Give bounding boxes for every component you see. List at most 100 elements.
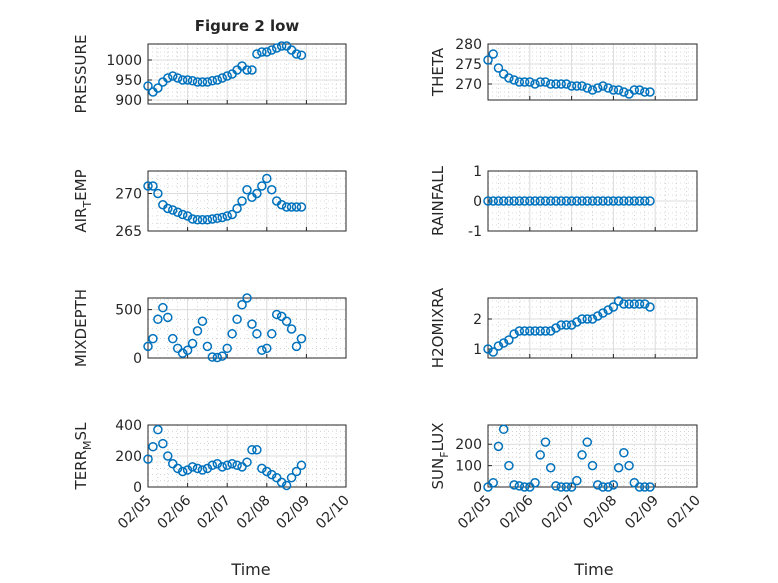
subplot-third-right: 1 2 H2OMIXRA [429,287,698,368]
data-point [197,465,208,475]
data-point [296,50,307,60]
data-point [598,81,608,91]
data-point [572,196,582,206]
data-point [252,188,262,199]
data-point [498,424,509,435]
data-point [509,196,519,206]
y-axis-label-subscript: F [438,451,451,457]
data-point [504,335,514,345]
data-point [624,196,634,206]
data-point [619,196,629,206]
data-point [281,316,292,326]
data-point [556,320,566,330]
data-point [603,482,613,492]
axes-box [487,424,698,488]
data-point [535,77,545,87]
data-point [572,81,582,91]
data-point [158,438,168,449]
data-point [207,460,218,471]
data-point [182,345,193,356]
data-point [493,196,504,206]
data-point [556,482,566,492]
subplot-top-right: 270 275 280 THETA [429,37,698,101]
data-point [514,77,525,87]
data-point [172,343,183,354]
data-point [561,320,572,330]
data-point [582,437,593,447]
data-point [608,196,619,206]
data-point [291,466,302,477]
data-point [629,299,640,309]
data-point [592,83,603,93]
data-point [624,299,634,309]
data-point [577,196,587,206]
data-point [556,196,566,206]
data-point [168,333,178,344]
data-point [177,75,188,85]
data-point [148,333,158,344]
x-tick-label: 02/09 [273,493,313,533]
axes-frame [147,43,347,105]
data-point [561,196,572,206]
axes-frame [147,170,347,232]
data-point [232,460,242,471]
data-point [619,448,629,458]
data-point [222,71,232,81]
data-point [587,314,598,324]
data-point [177,209,188,220]
data-point [561,79,572,89]
x-tick-label: 02/07 [539,493,579,533]
data-point [227,329,237,339]
x-tick-label: 02/06 [155,492,195,532]
data-point [262,47,272,57]
data-point [519,77,530,87]
data-point [182,75,193,85]
y-tick-label: 0 [133,480,142,496]
data-point [187,338,198,349]
y-axis-label: THETA [429,47,447,97]
data-point [187,462,198,472]
data-point [545,196,556,206]
data-point [143,181,153,191]
data-point [592,311,603,321]
data-point [488,49,498,59]
data-point [483,196,493,206]
y-tick-label: 0 [473,480,482,496]
data-point [525,77,535,87]
data-point [212,352,223,363]
x-tick-label: 02/10 [664,493,704,533]
y-tick-label: 200 [115,449,142,465]
data-point [582,314,593,324]
data-point [286,324,297,334]
data-point [291,341,302,352]
data-point [217,351,227,361]
data-point [535,326,545,336]
data-point [535,450,545,460]
data-point [577,450,587,460]
data-point [634,196,645,206]
x-tick-label: 02/10 [313,493,353,533]
data-point [634,482,645,492]
data-point [545,326,556,336]
y-axis-label-main: TERR [72,450,90,491]
data-point [197,316,208,326]
axes-frame [487,424,698,488]
data-point [645,87,655,97]
data-point [551,196,561,206]
data-point [613,196,624,206]
data-point [271,309,282,320]
data-point [540,77,551,87]
data-point [540,437,551,447]
data-point [222,343,232,354]
data-point [613,463,624,473]
data-point [153,83,163,93]
data-point [262,343,272,354]
data-point [488,347,498,357]
data-point [488,196,498,206]
data-point [143,81,153,91]
x-tick-label: 02/05 [455,493,495,533]
data-point [276,311,287,322]
data-point [525,326,535,336]
data-point [587,85,598,95]
data-point [530,196,540,206]
